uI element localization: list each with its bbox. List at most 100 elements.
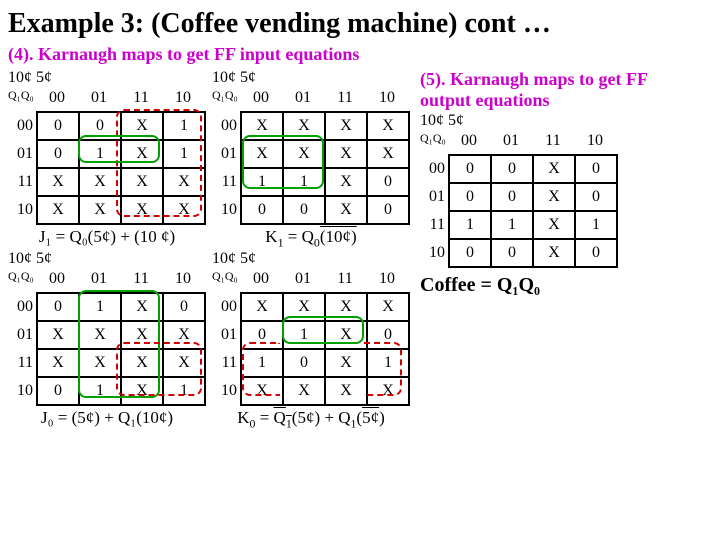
cell: X [284, 378, 324, 404]
cell: X [368, 378, 408, 404]
corner-label: Q₁Q₀ [8, 269, 36, 291]
cell: 1 [284, 322, 324, 348]
cell: 0 [38, 294, 78, 320]
cell: X [242, 378, 282, 404]
cell: 0 [492, 156, 532, 182]
col-header: 11 [121, 266, 161, 292]
cell: 0 [38, 113, 78, 139]
kmap-table: Q₁Q₀ 00 01 11 10 00 X X X X [212, 85, 410, 225]
cell: 0 [38, 378, 78, 404]
row-header: 01 [212, 141, 240, 167]
cell: X [122, 378, 162, 404]
cell: X [326, 169, 366, 195]
col-header: 10 [575, 128, 615, 154]
cell: X [284, 113, 324, 139]
cell: X [326, 197, 366, 223]
cell: 0 [368, 197, 408, 223]
row-header: 10 [8, 197, 36, 223]
kmap-table: Q₁Q₀ 00 01 11 10 00 0 1 X 0 [8, 266, 206, 406]
row-header: 01 [8, 322, 36, 348]
cell: X [368, 141, 408, 167]
cell: X [122, 322, 162, 348]
col-header: 11 [325, 85, 365, 111]
cell: 0 [284, 350, 324, 376]
cell: 0 [38, 141, 78, 167]
section-4-label: (4). Karnaugh maps to get FF input equat… [8, 44, 712, 65]
cell: X [38, 169, 78, 195]
col-header: 01 [283, 266, 323, 292]
cell: X [242, 294, 282, 320]
cell: X [242, 113, 282, 139]
cell: X [38, 322, 78, 348]
cell: X [368, 113, 408, 139]
cell: X [38, 197, 78, 223]
row-header: 10 [212, 197, 240, 223]
cell: X [80, 197, 120, 223]
cell: X [534, 240, 574, 266]
cell: 1 [450, 212, 490, 238]
kmap-k0: 10¢ 5¢ Q₁Q₀ 00 01 11 10 00 X X [212, 250, 410, 431]
corner-label: Q₁Q₀ [212, 88, 240, 110]
corner-label: Q₁Q₀ [8, 88, 36, 110]
col-header: 10 [163, 85, 203, 111]
cell: X [534, 212, 574, 238]
cell: 0 [576, 156, 616, 182]
row-header: 00 [8, 294, 36, 320]
cell: X [534, 156, 574, 182]
kmap-coffee: 10¢ 5¢ Q₁Q₀ 00 01 11 10 00 0 0 X 0 [420, 112, 618, 268]
cell: 0 [284, 197, 324, 223]
col-header: 00 [241, 266, 281, 292]
col-header: 01 [79, 85, 119, 111]
cell: X [80, 169, 120, 195]
row-header: 11 [212, 169, 240, 195]
row-header: 11 [212, 350, 240, 376]
kmap-k1: 10¢ 5¢ Q₁Q₀ 00 01 11 10 00 X X [212, 69, 410, 250]
row-header: 11 [420, 212, 448, 238]
cell: 1 [242, 350, 282, 376]
page-title: Example 3: (Coffee vending machine) cont… [8, 8, 712, 40]
col-header: 00 [241, 85, 281, 111]
cell: 1 [164, 378, 204, 404]
cell: 0 [492, 240, 532, 266]
cell: 1 [80, 141, 120, 167]
row-header: 01 [8, 141, 36, 167]
cell: 1 [80, 378, 120, 404]
equation-j1: J₁ = Q₀(5¢) + (10 ¢) [8, 227, 206, 247]
cell: X [122, 197, 162, 223]
col-header: 00 [37, 85, 77, 111]
col-header: 11 [121, 85, 161, 111]
cell: X [164, 350, 204, 376]
corner-label: Q₁Q₀ [212, 269, 240, 291]
col-header: 10 [367, 85, 407, 111]
col-header: 00 [37, 266, 77, 292]
col-header: 11 [325, 266, 365, 292]
cell: X [164, 197, 204, 223]
cell: X [326, 350, 366, 376]
kmap-table: Q₁Q₀ 00 01 11 10 00 0 0 X 0 01 [420, 128, 618, 268]
row-header: 00 [420, 156, 448, 182]
cell: 0 [450, 156, 490, 182]
cell: 1 [164, 113, 204, 139]
kmap-j1: 10¢ 5¢ Q₁Q₀ 00 01 11 10 00 0 0 [8, 69, 206, 247]
cell: X [534, 184, 574, 210]
equation-coffee: Coffee = Q₁Q₀ [420, 274, 700, 297]
cell: 0 [242, 197, 282, 223]
cell: 0 [242, 322, 282, 348]
col-header: 10 [367, 266, 407, 292]
cell: 0 [450, 184, 490, 210]
cell: X [326, 378, 366, 404]
row-header: 00 [8, 113, 36, 139]
cell: X [326, 322, 366, 348]
cell: X [122, 294, 162, 320]
equation-j0: J₀ = (5¢) + Q₁(10¢) [8, 408, 206, 428]
cell: 1 [80, 294, 120, 320]
col-header: 01 [79, 266, 119, 292]
cell: X [284, 294, 324, 320]
row-header: 01 [420, 184, 448, 210]
row-header: 10 [212, 378, 240, 404]
cell: 0 [164, 294, 204, 320]
cell: X [80, 322, 120, 348]
cell: X [122, 113, 162, 139]
cell: 0 [576, 184, 616, 210]
row-header: 01 [212, 322, 240, 348]
